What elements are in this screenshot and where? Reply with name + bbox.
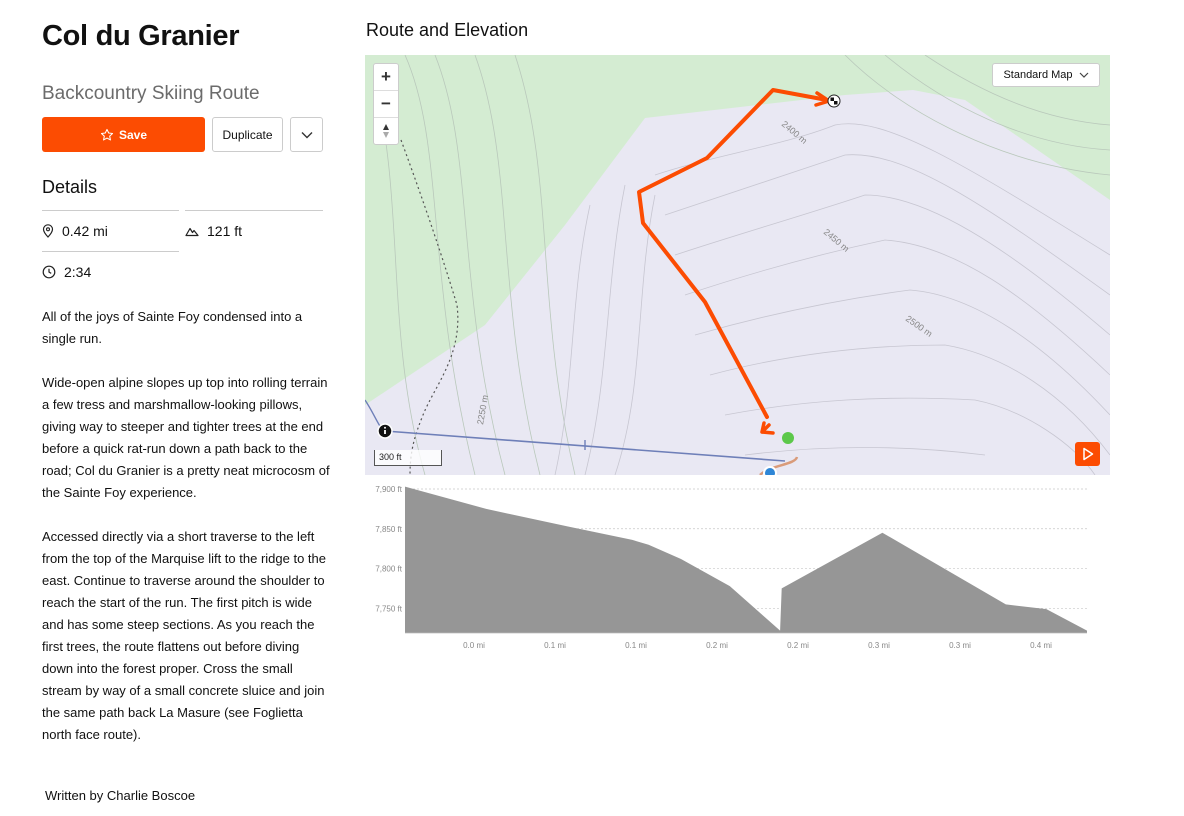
duplicate-button[interactable]: Duplicate	[212, 117, 283, 152]
zoom-out-button[interactable]: −	[374, 91, 398, 118]
zoom-in-button[interactable]: +	[374, 64, 398, 91]
route-subtitle: Backcountry Skiing Route	[42, 83, 260, 104]
x-tick-label: 0.2 mi	[787, 641, 809, 650]
x-tick-label: 0.0 mi	[463, 641, 485, 650]
route-map[interactable]: 2400 m 2450 m 2500 m 2250 m + − Standard…	[365, 55, 1110, 475]
mountain-icon	[185, 227, 199, 237]
map-type-select[interactable]: Standard Map	[992, 63, 1100, 87]
time-stat: 2:34	[42, 251, 179, 292]
route-line	[637, 88, 829, 419]
save-button-label: Save	[118, 127, 148, 142]
start-marker	[782, 432, 794, 444]
route-description: All of the joys of Sainte Foy condensed …	[42, 306, 332, 768]
x-tick-label: 0.4 mi	[1030, 641, 1052, 650]
distance-value: 0.42 mi	[62, 223, 108, 239]
elevation-gain-stat: 121 ft	[185, 210, 323, 251]
chevron-down-icon	[301, 131, 312, 138]
info-icon[interactable]	[377, 423, 393, 439]
chevron-down-icon	[1079, 72, 1088, 78]
description-paragraph: All of the joys of Sainte Foy condensed …	[42, 309, 303, 346]
play-icon	[1082, 447, 1093, 461]
map-section-heading: Route and Elevation	[366, 20, 529, 40]
more-options-button[interactable]	[290, 117, 323, 152]
x-tick-label: 0.1 mi	[544, 641, 566, 650]
route-title: Col du Granier	[42, 20, 240, 52]
location-pin-icon	[42, 224, 54, 238]
x-tick-label: 0.2 mi	[706, 641, 728, 650]
elevation-gain-value: 121 ft	[207, 223, 243, 239]
action-buttons: Save Duplicate	[42, 117, 332, 152]
zoom-controls: + −	[373, 63, 399, 145]
description-paragraph: Wide-open alpine slopes up top into roll…	[42, 375, 330, 500]
star-icon	[100, 128, 114, 140]
y-tick-label: 7,750 ft	[375, 604, 402, 613]
clock-icon	[42, 265, 56, 279]
x-tick-label: 0.1 mi	[625, 641, 647, 650]
y-tick-label: 7,800 ft	[375, 565, 402, 574]
map-canvas: 2400 m 2450 m 2500 m 2250 m	[365, 55, 1110, 475]
elevation-chart: 7,900 ft 7,850 ft 7,800 ft 7,750 ft 0.0 mi 0.…	[375, 485, 1087, 650]
compass-icon	[383, 124, 389, 138]
compass-button[interactable]	[374, 118, 398, 144]
time-value: 2:34	[64, 264, 92, 280]
details-heading: Details	[42, 177, 98, 197]
elevation-profile[interactable]: 7,900 ft 7,850 ft 7,800 ft 7,750 ft 0.0 mi 0.…	[365, 485, 1110, 660]
map-scale-bar: 300 ft	[374, 450, 442, 466]
x-tick-label: 0.3 mi	[868, 641, 890, 650]
x-tick-label: 0.3 mi	[949, 641, 971, 650]
y-tick-label: 7,900 ft	[375, 485, 402, 494]
map-type-label: Standard Map	[1003, 69, 1073, 81]
finish-flag-icon	[827, 94, 841, 108]
route-arrow-start	[760, 421, 775, 435]
description-paragraph: Accessed directly via a short traverse t…	[42, 529, 326, 742]
play-flyover-button[interactable]	[1075, 442, 1100, 466]
distance-stat: 0.42 mi	[42, 210, 179, 251]
author-credit: Written by Charlie Boscoe	[45, 788, 196, 803]
elevation-area	[405, 486, 1087, 633]
y-tick-label: 7,850 ft	[375, 525, 402, 534]
save-button[interactable]: Save	[42, 117, 205, 152]
